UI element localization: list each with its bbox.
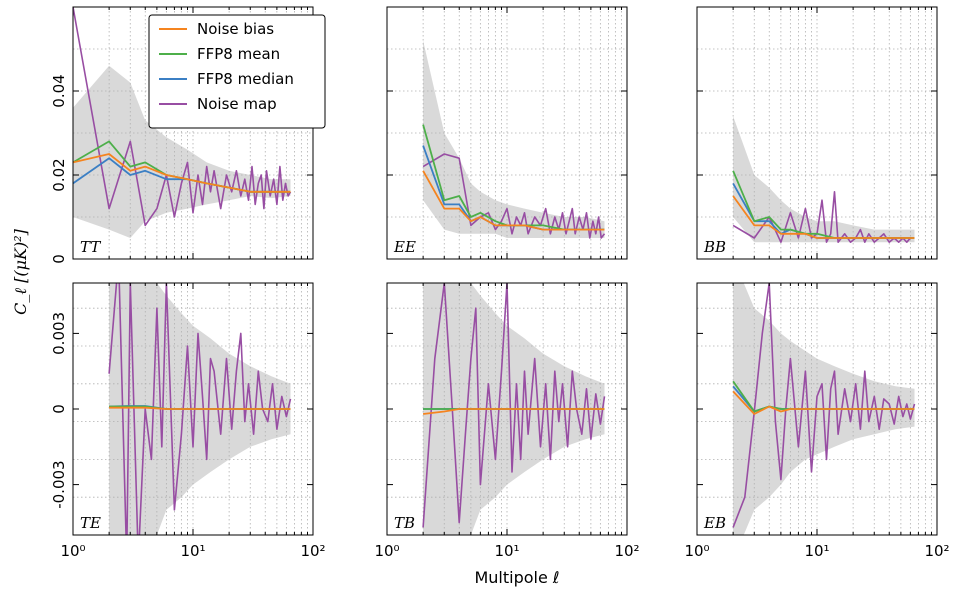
panel-label: BB [703,238,726,256]
x-tick-label: 10¹ [804,542,829,560]
legend-label: Noise map [197,95,277,113]
panel-label: TE [80,514,101,532]
series-noise-bias [73,153,291,193]
panel-label: TT [80,238,101,256]
x-tick-label: 10² [300,542,325,560]
panel-ee: EE [386,6,628,260]
series-noise-bias [422,170,605,231]
legend-label: FFP8 mean [197,45,280,63]
panel-bb: BB [696,6,938,260]
series-noise-bias [732,195,915,239]
series-noise-map [73,7,292,227]
panel-label: EE [393,238,416,256]
panel-grid: 0 0.02 0.04 TT EE BB -0.003 0 0.003 10⁰ 10¹ 10² TE 10… [50,6,950,560]
series-noise-map [732,283,916,528]
panel-label: EB [703,514,726,532]
plot-area [73,283,313,535]
series-noise-bias [732,390,915,415]
x-axis-label: Multipole ℓ [474,568,559,587]
spread-band [733,116,915,243]
panel-eb: 10⁰ 10¹ 10² EB [684,282,950,560]
y-tick-label: 0.04 [50,74,68,107]
plot-area [387,7,627,259]
x-tick-label: 10¹ [180,542,205,560]
x-tick-label: 10² [614,542,639,560]
legend-box [148,14,326,129]
panel-te: -0.003 0 0.003 10⁰ 10¹ 10² TE [50,282,326,560]
y-tick-label: 0 [50,254,68,264]
plot-area [387,283,627,535]
panel-tb: 10⁰ 10¹ 10² TB [374,282,640,560]
x-tick-label: 10⁰ [60,542,85,560]
plot-area [697,283,937,535]
series-noise-map [422,283,606,528]
x-tick-label: 10⁰ [684,542,709,560]
x-tick-label: 10¹ [494,542,519,560]
series-noise-map [108,283,292,535]
plot-area [697,7,937,259]
legend: Noise bias FFP8 mean FFP8 median Noise map [148,14,326,129]
x-tick-label: 10² [924,542,949,560]
series-noise-bias [109,406,291,410]
spread-band [423,40,605,238]
x-tick-label: 10⁰ [374,542,399,560]
series-noise-map [422,153,606,239]
y-axis-label: C_ℓ [(μK)²] [11,228,30,314]
legend-label: Noise bias [197,20,274,38]
y-tick-label: 0 [50,404,68,414]
panel-label: TB [394,514,415,532]
y-tick-label: 0.003 [50,312,68,355]
y-tick-label: 0.02 [50,158,68,191]
y-tick-label: -0.003 [50,460,68,508]
legend-label: FFP8 median [197,70,294,88]
series-noise-bias [422,408,605,415]
